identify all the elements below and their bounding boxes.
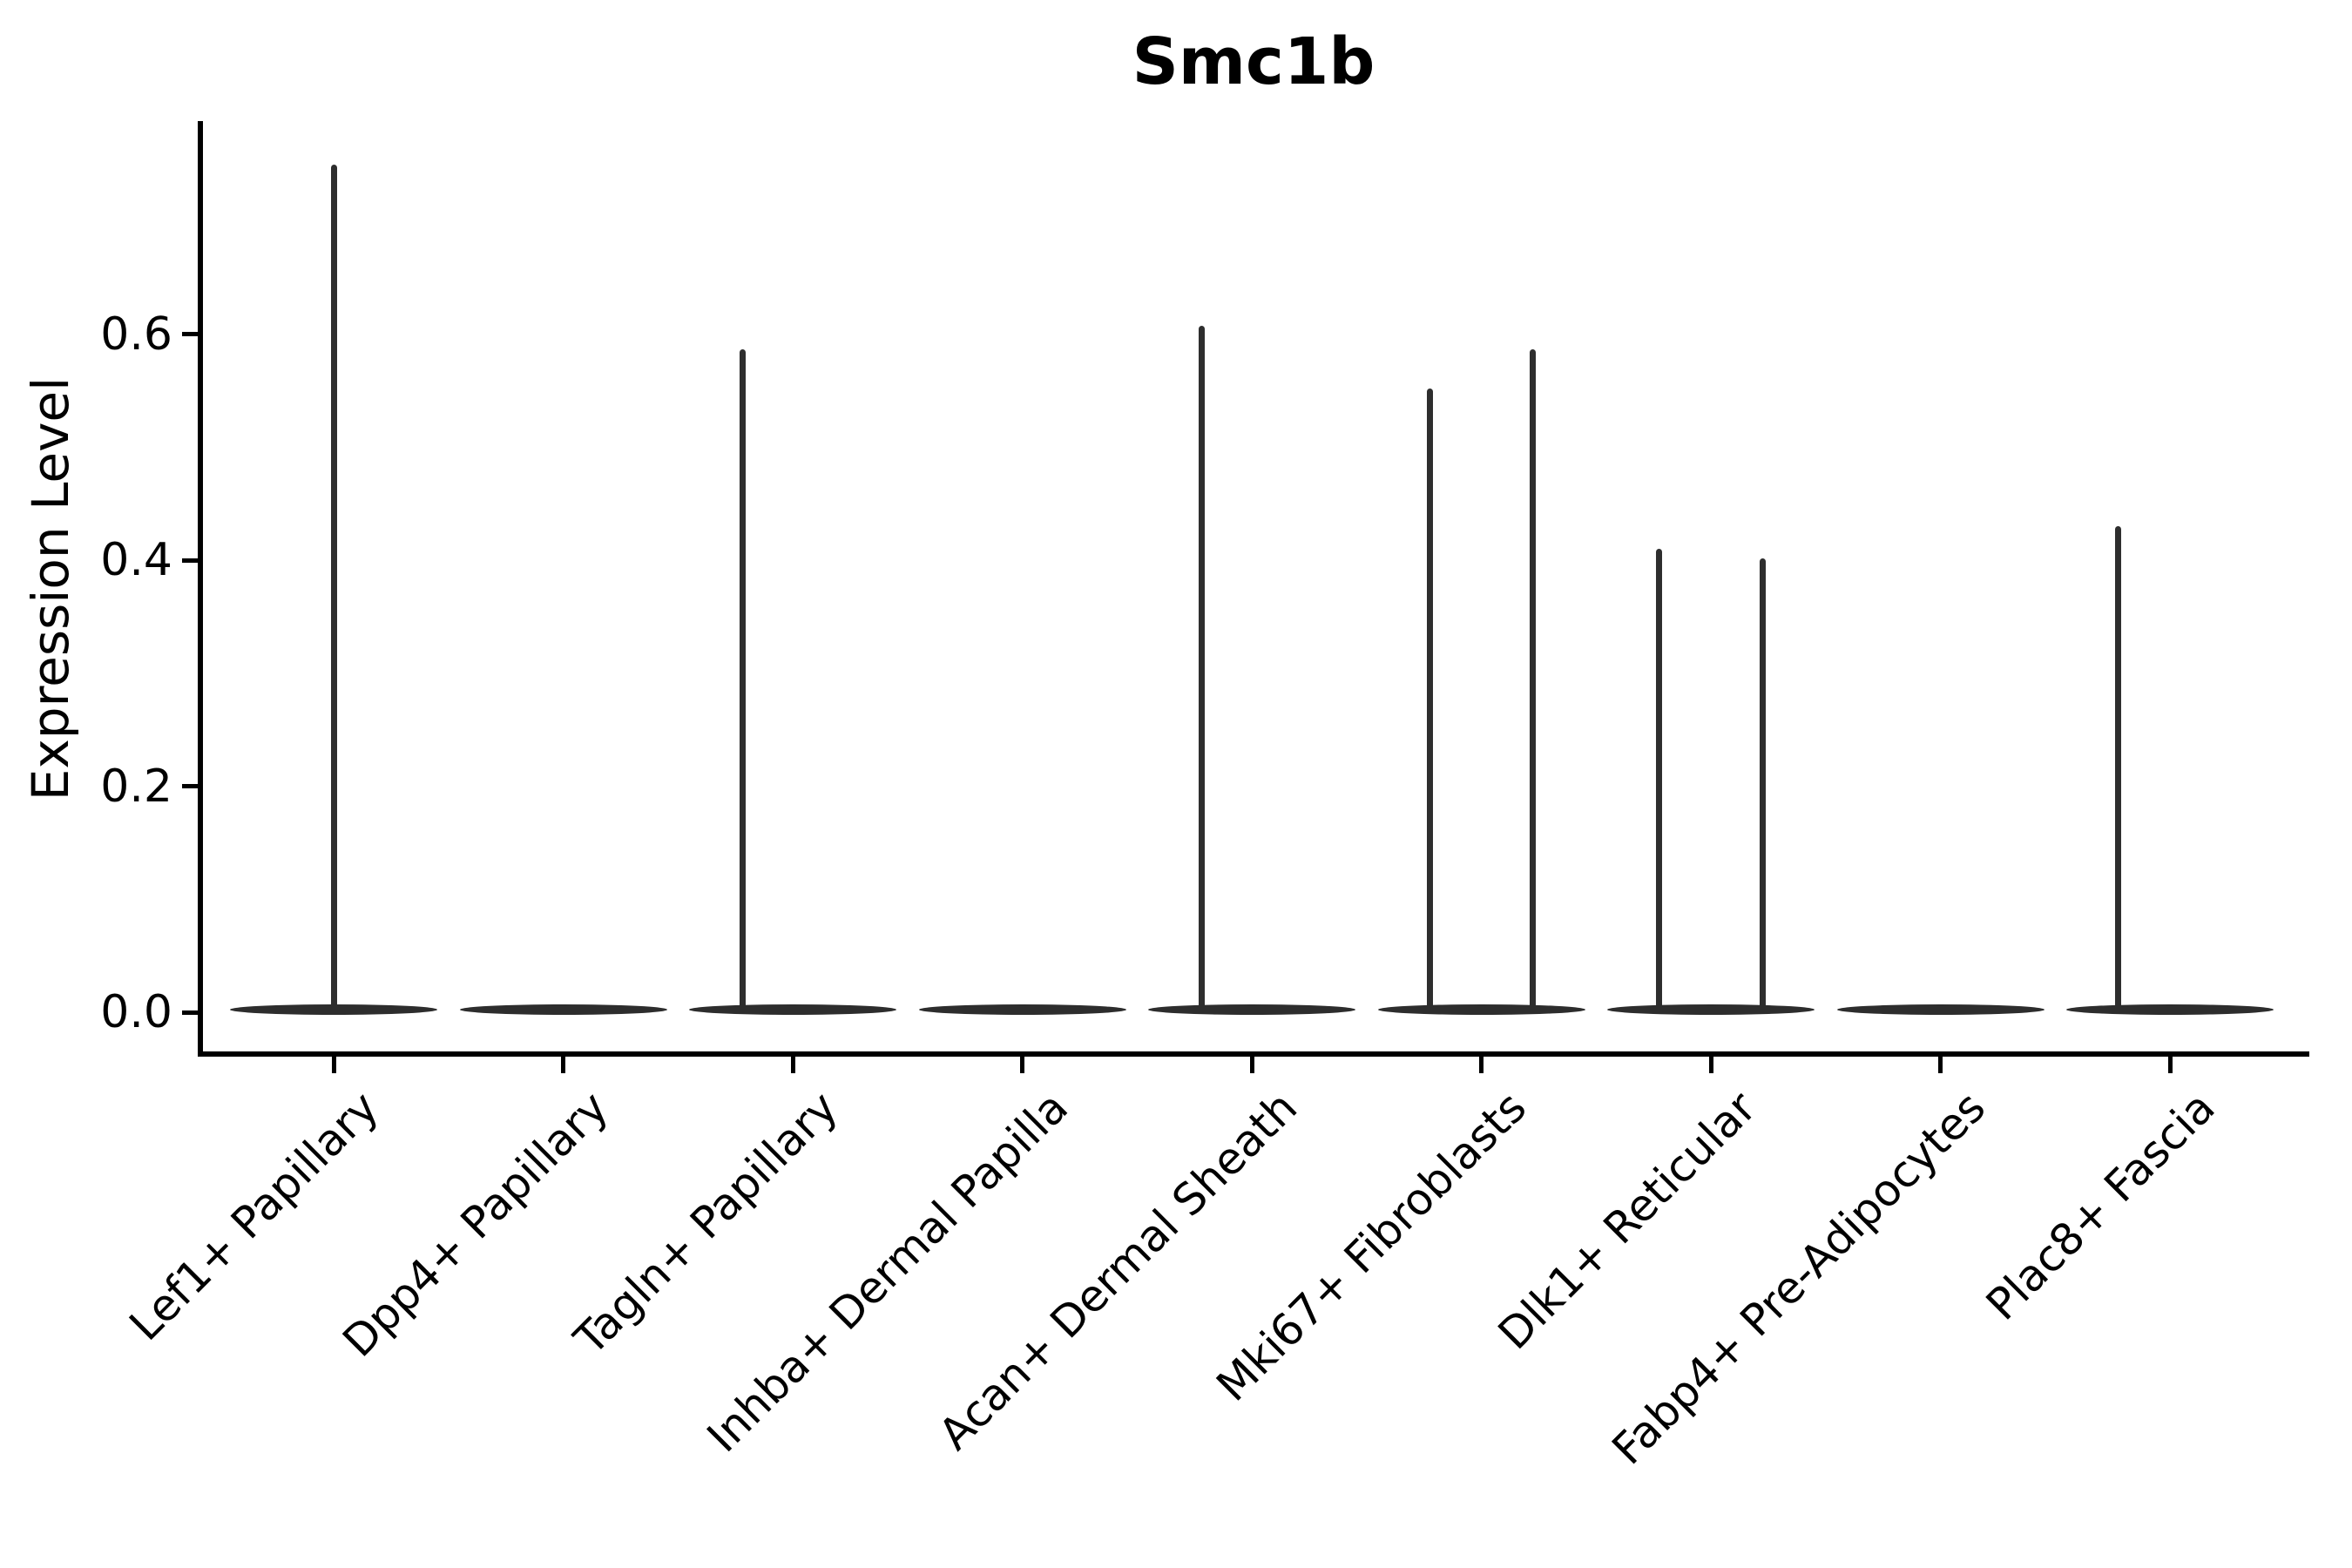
y-tick-mark xyxy=(182,784,198,789)
violin-spike xyxy=(1759,558,1766,1012)
y-tick-label: 0.2 xyxy=(100,760,172,813)
y-tick-label: 0.0 xyxy=(100,986,172,1038)
y-axis-spine xyxy=(198,121,203,1057)
chart-title: Smc1b xyxy=(1132,24,1375,99)
violin-spike xyxy=(330,165,337,1012)
violin-spike xyxy=(2114,526,2121,1012)
x-tick-mark xyxy=(1020,1057,1024,1073)
x-tick-mark xyxy=(1938,1057,1943,1073)
x-tick-mark xyxy=(331,1057,336,1073)
violin-base xyxy=(918,1004,1126,1015)
violin-base xyxy=(1377,1004,1585,1015)
y-axis-label: Expression Level xyxy=(21,376,80,801)
violin-base xyxy=(459,1004,667,1015)
y-tick-label: 0.4 xyxy=(100,534,172,587)
x-tick-mark xyxy=(561,1057,565,1073)
x-tick-mark xyxy=(1249,1057,1254,1073)
x-tick-label: Plac8+ Fascia xyxy=(1977,1082,2226,1330)
x-tick-mark xyxy=(1708,1057,1713,1073)
violin-base xyxy=(2066,1004,2274,1015)
x-axis-spine xyxy=(198,1051,2309,1057)
violin-base xyxy=(1148,1004,1355,1015)
x-tick-mark xyxy=(2167,1057,2173,1073)
x-tick-label: Lef1+ Papillary xyxy=(119,1082,389,1351)
y-tick-mark xyxy=(182,558,198,563)
violin-spike xyxy=(739,348,746,1012)
violin-base xyxy=(689,1004,896,1015)
x-tick-label: Fabp4+ Pre-Adipocytes xyxy=(1603,1082,1996,1475)
x-tick-mark xyxy=(790,1057,795,1073)
x-tick-mark xyxy=(1479,1057,1484,1073)
y-tick-mark xyxy=(182,1010,198,1015)
violin-base xyxy=(1836,1004,2044,1015)
violin-spike xyxy=(1656,549,1663,1012)
violin-spike xyxy=(1426,389,1433,1012)
violin-spike xyxy=(1530,348,1537,1012)
y-tick-label: 0.6 xyxy=(100,308,172,361)
violin-base xyxy=(230,1004,437,1015)
y-tick-mark xyxy=(182,332,198,337)
violin-base xyxy=(1607,1004,1815,1015)
violin-spike xyxy=(1198,325,1205,1012)
